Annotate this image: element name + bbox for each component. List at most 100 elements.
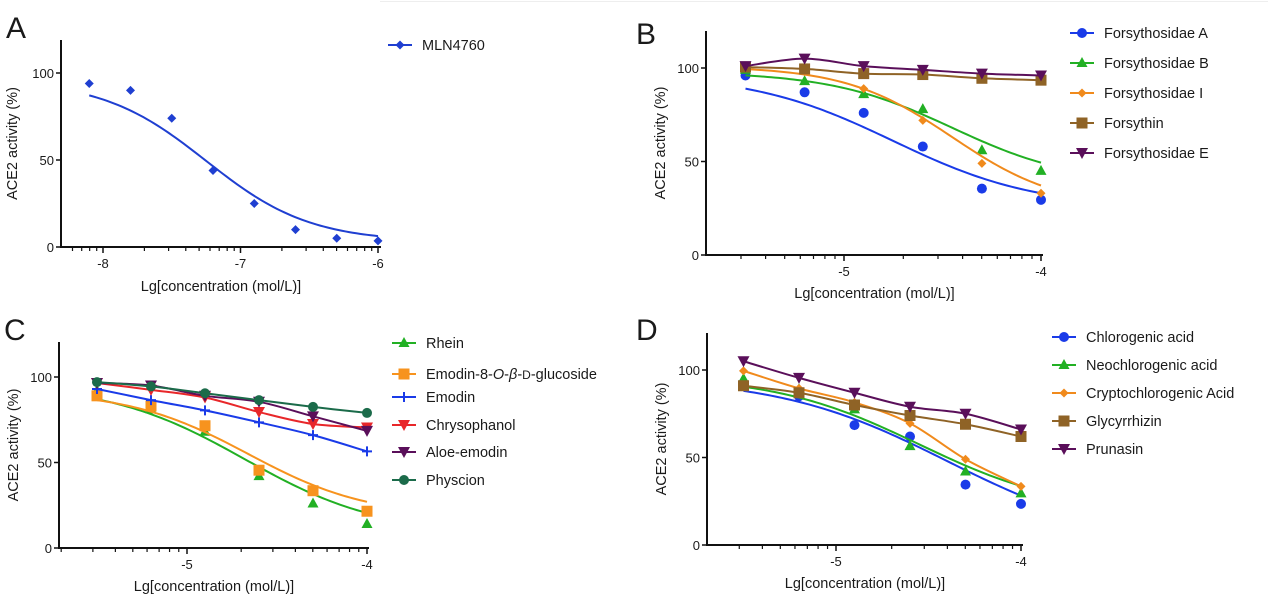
panel-letter: D: [636, 314, 658, 347]
top-border-line: [380, 1, 1268, 2]
legend-label-part: D: [522, 368, 531, 382]
x-tick-label: -6: [372, 256, 384, 271]
data-point: [849, 420, 860, 431]
series-emodin-8-o-d-glucoside: [91, 390, 373, 517]
legend-marker-icon: [398, 368, 410, 380]
series-mln4760: [84, 78, 383, 246]
series-forsythosidae-a: [740, 70, 1046, 205]
x-axis-label: Lg[concentration (mol/L)]: [785, 576, 945, 592]
x-tick-label: -7: [235, 256, 247, 271]
data-point: [146, 395, 156, 406]
series-line: [743, 369, 1022, 488]
legend-label: Chrysophanol: [426, 418, 515, 434]
legend-marker-icon: [1058, 359, 1070, 369]
data-point: [126, 85, 135, 95]
legend-label: Emodin-8-O-β-D-glucoside: [426, 367, 597, 383]
legend-entry: Aloe-emodin: [392, 445, 507, 461]
panel-letter: A: [6, 12, 26, 45]
data-point: [793, 372, 805, 384]
data-point: [1035, 70, 1047, 82]
legend-label: Aloe-emodin: [426, 445, 507, 461]
legend-entry: Emodin: [392, 390, 475, 406]
data-point: [373, 236, 383, 246]
data-point: [361, 425, 373, 437]
data-point: [167, 113, 177, 123]
series-line: [96, 381, 368, 432]
panel-letter: B: [636, 18, 656, 51]
data-point: [253, 464, 265, 476]
series-forsythosidae-e: [739, 53, 1047, 82]
legend-entry: Prunasin: [1052, 442, 1143, 458]
data-point: [918, 115, 928, 125]
data-point: [959, 408, 972, 420]
y-axis-label: ACE2 activity (%): [5, 87, 21, 200]
data-point: [92, 377, 102, 388]
data-point: [208, 165, 218, 175]
data-point: [917, 141, 928, 152]
x-tick-label: -4: [1015, 554, 1027, 569]
y-tick-label: 50: [685, 155, 699, 170]
series-line: [745, 57, 1042, 77]
x-tick-label: -5: [830, 554, 842, 569]
legend-label: Forsythosidae I: [1104, 86, 1203, 102]
data-point: [307, 411, 319, 423]
series-prunasin: [737, 356, 1027, 436]
panel-d: D 0 50 100 -5 -4 Lg[concentration (mol/L)] ACE2…: [636, 314, 1234, 592]
data-point: [1036, 194, 1046, 205]
series-glycyrrhizin: [738, 380, 1027, 442]
y-tick-label: 100: [32, 66, 54, 81]
x-tick-label: -5: [838, 264, 850, 279]
data-point: [307, 497, 319, 508]
y-tick-label: 100: [678, 363, 700, 378]
legend-label-part: -: [517, 367, 522, 383]
data-point: [976, 183, 987, 194]
y-tick-label: 50: [686, 451, 700, 466]
data-point: [977, 158, 987, 168]
data-point: [1015, 487, 1027, 498]
legend-label: Forsythosidae E: [1104, 146, 1209, 162]
data-point: [848, 387, 861, 399]
y-tick-label: 100: [30, 370, 52, 385]
x-tick-label: -4: [1035, 264, 1047, 279]
y-tick-label: 0: [692, 248, 699, 263]
data-point: [1016, 498, 1026, 509]
fit-curve: [743, 385, 1022, 487]
legend-label: Forsythosidae A: [1104, 26, 1208, 42]
data-point: [917, 103, 929, 114]
data-point: [361, 505, 373, 517]
legend-label: Rhein: [426, 336, 464, 352]
data-point: [332, 233, 342, 243]
data-point: [249, 199, 259, 208]
legend-label-part: -: [504, 367, 509, 383]
legend-entry: Glycyrrhizin: [1052, 414, 1162, 430]
legend-marker-icon: [1076, 57, 1088, 67]
legend-entry: Forsythin: [1070, 116, 1164, 132]
legend-marker-icon: [1059, 388, 1069, 398]
data-point: [291, 225, 300, 235]
data-point: [960, 418, 971, 430]
legend-marker-icon: [1077, 28, 1087, 38]
legend-entry: Chrysophanol: [392, 418, 515, 434]
data-point: [1036, 188, 1046, 198]
legend-entry: Chlorogenic acid: [1052, 330, 1194, 346]
legend-entry: Forsythosidae A: [1070, 26, 1208, 42]
data-point: [362, 407, 372, 418]
data-point: [739, 366, 748, 376]
fit-curve: [88, 94, 379, 238]
data-point: [904, 401, 916, 413]
data-point: [916, 64, 929, 76]
legend-label: Glycyrrhizin: [1086, 414, 1162, 430]
legend-entry: Emodin-8-O-β-D-glucoside: [392, 367, 597, 383]
legend-entry: Forsythosidae E: [1070, 146, 1209, 162]
data-point: [975, 68, 988, 80]
y-axis-label: ACE2 activity (%): [6, 389, 22, 502]
y-tick-label: 50: [40, 153, 54, 168]
data-point: [308, 430, 318, 441]
series-line: [96, 381, 368, 429]
y-tick-label: 100: [677, 61, 699, 76]
series-physcion: [92, 377, 372, 418]
data-point: [904, 440, 916, 451]
legend-entry: MLN4760: [388, 38, 485, 54]
data-point: [146, 381, 156, 392]
